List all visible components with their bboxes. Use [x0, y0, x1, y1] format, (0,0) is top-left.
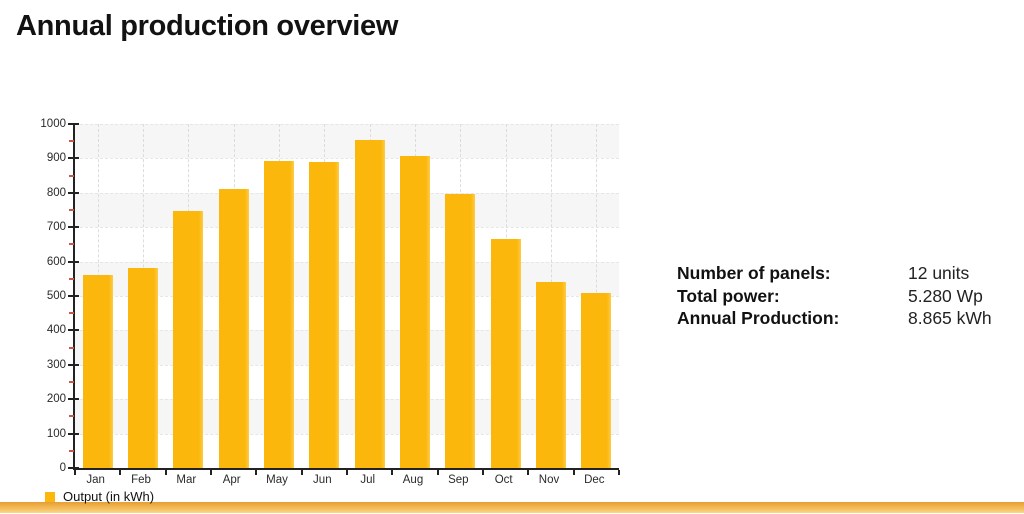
x-label-oct: Oct [494, 474, 513, 486]
info-row-production: Annual Production: 8.865 kWh [677, 307, 992, 330]
y-tick-label: 1000 [40, 118, 66, 130]
bar-jan [82, 275, 113, 468]
info-label-power: Total power: [677, 285, 780, 306]
y-tick-label: 0 [59, 462, 66, 474]
y-major-tick [68, 398, 79, 401]
bar-dec [581, 292, 612, 468]
bar-may [264, 160, 294, 468]
x-axis-tick [74, 470, 76, 475]
x-axis-tick [436, 470, 439, 475]
y-tick-label: 500 [46, 290, 66, 302]
x-label-apr: Apr [222, 474, 241, 486]
x-axis-tick [391, 470, 394, 475]
plot-band [75, 296, 619, 330]
x-label-may: May [266, 474, 288, 486]
y-tick-label: 700 [46, 221, 66, 234]
y-tick-label: 200 [46, 393, 66, 406]
x-axis-tick [164, 470, 167, 475]
bar-sep [445, 193, 476, 468]
x-axis-labels: Jan Feb Mar Apr May Jun Jul Aug Sep Oct Nov Dec [73, 474, 617, 488]
y-major-tick [68, 123, 79, 125]
y-minor-tick [69, 209, 74, 211]
x-axis-tick [572, 470, 575, 475]
x-label-sep: Sep [448, 474, 469, 486]
info-value-power: 5.280 Wp [908, 285, 983, 306]
y-tick-label: 900 [46, 152, 66, 165]
plot-band [75, 399, 619, 434]
bar-mar [173, 210, 204, 468]
bar-oct [490, 238, 521, 468]
plot-band [75, 227, 619, 261]
x-axis-tick [618, 470, 620, 475]
y-tick-label: 300 [46, 358, 66, 371]
info-panel: Number of panels: 12 units Total power: … [677, 262, 992, 330]
y-minor-tick [69, 140, 74, 143]
y-minor-tick [69, 381, 74, 383]
info-row-power: Total power: 5.280 Wp [677, 285, 992, 308]
y-minor-tick [69, 277, 74, 280]
accent-strip [0, 502, 1024, 513]
y-major-tick [68, 191, 79, 194]
bar-feb [128, 267, 158, 468]
x-axis-tick [527, 470, 530, 475]
x-label-feb: Feb [131, 474, 151, 486]
x-axis-tick [255, 470, 258, 475]
bar-apr [218, 189, 249, 468]
info-label-production: Annual Production: [677, 308, 840, 328]
y-minor-tick [69, 346, 74, 349]
plot-band [75, 330, 619, 365]
x-label-jun: Jun [313, 474, 332, 486]
y-major-tick [68, 432, 79, 435]
y-minor-tick [69, 415, 74, 418]
y-tick-label: 400 [46, 324, 66, 337]
plot-band [75, 261, 619, 296]
y-minor-tick [69, 312, 74, 315]
y-minor-tick [69, 449, 74, 452]
y-major-tick [68, 157, 79, 160]
y-major-tick [68, 467, 79, 469]
x-axis-tick [482, 470, 484, 475]
bar-jul [354, 140, 385, 468]
y-major-tick [68, 260, 79, 263]
y-major-tick [68, 329, 79, 332]
legend-label: Output (in kWh) [63, 489, 155, 504]
y-minor-tick [69, 243, 74, 246]
bar-jun [309, 162, 340, 468]
info-value-panels: 12 units [908, 263, 970, 283]
page-title: Annual production overview [16, 10, 399, 42]
x-label-jul: Jul [360, 474, 376, 486]
y-axis: 1000 900 800 700 600 500 400 300 200 100 0 [26, 118, 66, 474]
info-label-panels: Number of panels: [677, 263, 831, 283]
info-value-production: 8.865 kWh [908, 308, 992, 328]
legend: Output (in kWh) [45, 489, 154, 504]
y-major-tick [68, 226, 79, 229]
y-tick-label: 600 [46, 255, 66, 268]
plot-band [75, 192, 619, 228]
plot-band [75, 364, 619, 399]
y-tick-label: 100 [46, 427, 66, 440]
y-major-tick [68, 295, 79, 297]
bar-aug [400, 155, 430, 468]
x-label-dec: Dec [584, 474, 605, 486]
x-label-mar: Mar [176, 474, 197, 486]
bar-nov [536, 282, 566, 468]
info-row-panels: Number of panels: 12 units [677, 262, 992, 285]
y-tick-label: 800 [46, 186, 66, 199]
y-major-tick [68, 363, 79, 366]
plot-band [75, 433, 619, 468]
x-axis-tick [119, 470, 122, 475]
x-label-nov: Nov [538, 474, 560, 486]
x-axis-tick [346, 470, 348, 475]
plot-band [75, 158, 619, 192]
x-axis-tick [210, 470, 212, 475]
x-label-aug: Aug [402, 474, 424, 486]
y-minor-tick [69, 174, 74, 177]
plot-band [75, 124, 619, 159]
x-label-jan: Jan [86, 474, 105, 486]
x-axis-tick [300, 470, 303, 475]
plot-area [68, 123, 620, 475]
legend-swatch-icon [45, 491, 55, 502]
